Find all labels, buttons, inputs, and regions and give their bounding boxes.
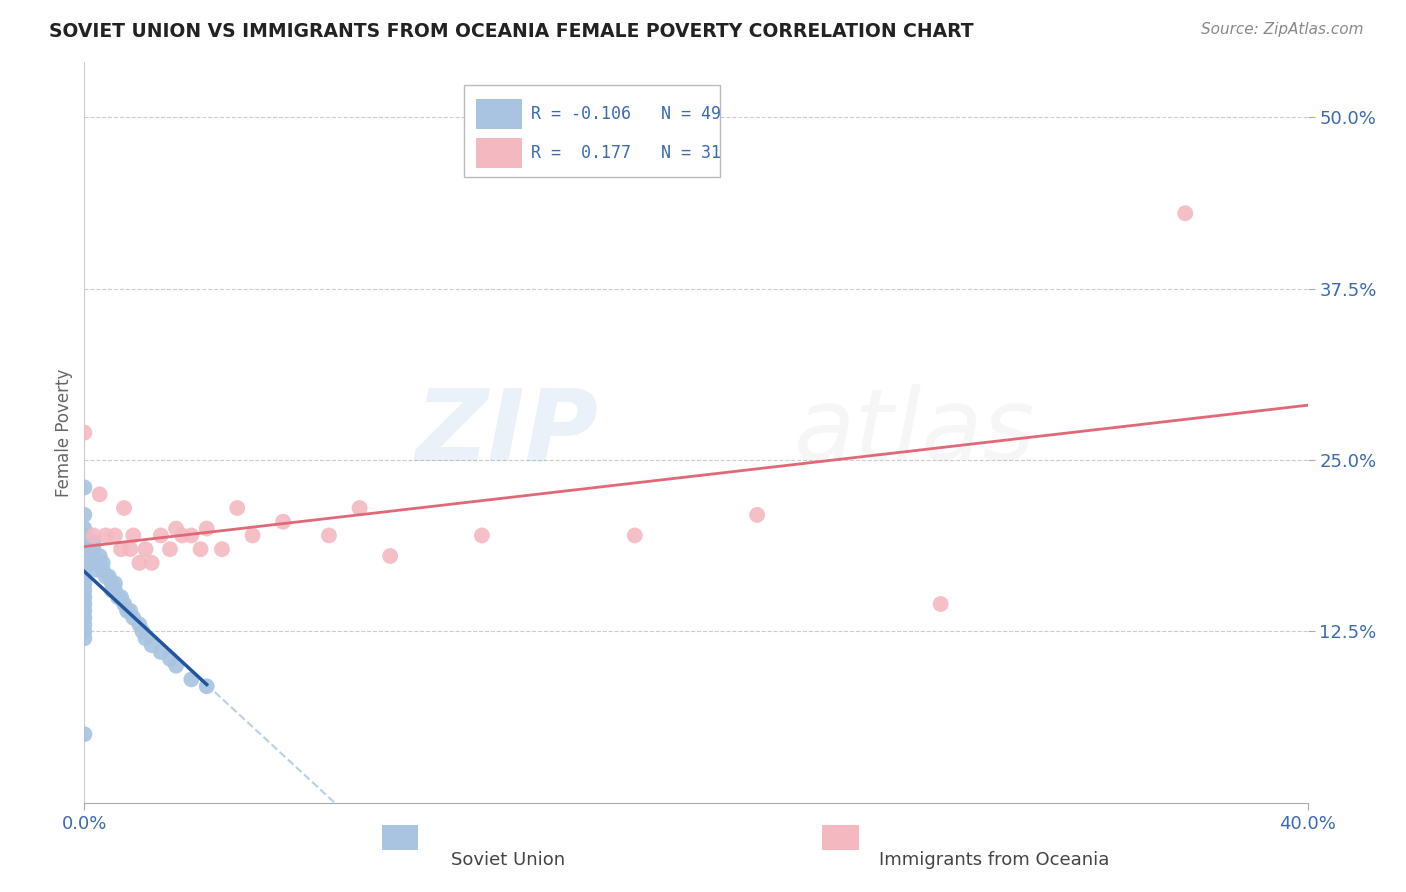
Point (128, 556, 150, 570)
Point (165, 522, 187, 536)
Point (349, 501, 371, 516)
Text: atlas: atlas (794, 384, 1035, 481)
Point (107, 590, 129, 604)
Point (141, 556, 163, 570)
Point (195, 522, 218, 536)
Point (101, 576, 124, 591)
Point (112, 501, 135, 516)
FancyBboxPatch shape (475, 99, 522, 129)
Point (120, 604, 142, 618)
Point (94, 569, 117, 583)
Point (242, 528, 264, 542)
Point (226, 501, 249, 516)
Point (115, 604, 138, 618)
Point (128, 617, 150, 632)
Point (73, 727, 96, 741)
Point (83, 535, 105, 549)
Point (73, 480, 96, 494)
Text: Source: ZipAtlas.com: Source: ZipAtlas.com (1201, 22, 1364, 37)
Point (180, 673, 202, 687)
Point (471, 528, 494, 542)
Point (73, 632, 96, 646)
Point (83, 556, 105, 570)
Text: Immigrants from Oceania: Immigrants from Oceania (880, 851, 1109, 869)
Point (180, 528, 202, 542)
Point (271, 515, 294, 529)
Text: SOVIET UNION VS IMMIGRANTS FROM OCEANIA FEMALE POVERTY CORRELATION CHART: SOVIET UNION VS IMMIGRANTS FROM OCEANIA … (49, 22, 974, 41)
Point (73, 542, 96, 557)
Point (86, 563, 108, 577)
FancyBboxPatch shape (823, 825, 859, 850)
Point (159, 542, 181, 557)
Point (73, 535, 96, 549)
FancyBboxPatch shape (381, 825, 419, 850)
Point (89, 556, 111, 570)
Point (73, 508, 96, 522)
Point (172, 528, 194, 542)
Point (73, 569, 96, 583)
Point (747, 508, 769, 522)
Point (149, 528, 172, 542)
Point (89, 487, 111, 501)
Point (195, 679, 218, 693)
Text: R = -0.106   N = 49: R = -0.106 N = 49 (531, 104, 721, 122)
Point (73, 576, 96, 591)
Point (73, 563, 96, 577)
Point (73, 597, 96, 611)
Point (110, 590, 132, 604)
Point (73, 556, 96, 570)
Point (104, 576, 127, 591)
Point (73, 522, 96, 536)
Point (122, 528, 145, 542)
Point (165, 658, 187, 673)
Point (73, 610, 96, 624)
Text: Soviet Union: Soviet Union (451, 851, 565, 869)
Point (89, 549, 111, 563)
Point (112, 597, 135, 611)
Point (135, 542, 157, 557)
Point (73, 624, 96, 639)
Y-axis label: Female Poverty: Female Poverty (55, 368, 73, 497)
Point (101, 583, 124, 598)
Point (83, 542, 105, 557)
Point (1174, 206, 1197, 220)
Point (110, 542, 132, 557)
Point (94, 528, 117, 542)
Text: ZIP: ZIP (415, 384, 598, 481)
Point (141, 638, 163, 652)
Point (73, 590, 96, 604)
Point (83, 528, 105, 542)
Point (73, 617, 96, 632)
Point (380, 549, 402, 563)
Point (73, 583, 96, 598)
Point (131, 624, 153, 639)
FancyBboxPatch shape (464, 85, 720, 178)
Point (91, 556, 114, 570)
Point (73, 425, 96, 440)
FancyBboxPatch shape (475, 138, 522, 169)
Point (73, 604, 96, 618)
Point (318, 528, 340, 542)
Point (120, 542, 142, 557)
Point (624, 528, 647, 542)
Point (122, 610, 145, 624)
Point (104, 583, 127, 598)
Point (91, 563, 114, 577)
Point (97, 569, 120, 583)
Point (73, 549, 96, 563)
Point (211, 542, 233, 557)
Point (135, 632, 157, 646)
Point (149, 645, 172, 659)
Text: R =  0.177   N = 31: R = 0.177 N = 31 (531, 144, 721, 161)
Point (190, 542, 212, 557)
Point (929, 597, 952, 611)
Point (159, 652, 181, 666)
Point (104, 528, 127, 542)
Point (73, 528, 96, 542)
